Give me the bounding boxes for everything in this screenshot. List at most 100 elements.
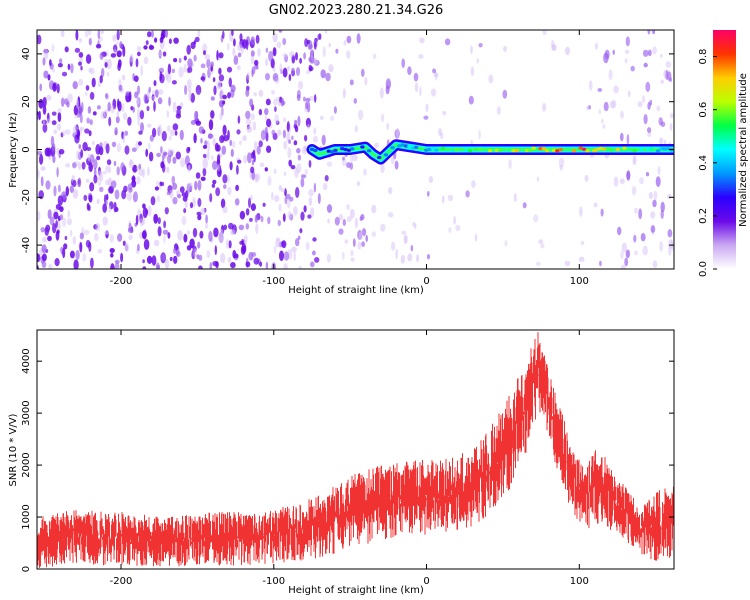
spectrogram-cell [78, 144, 82, 150]
spectrogram-cell [202, 158, 208, 169]
spectrogram-cell [132, 164, 138, 173]
ridge-peak [494, 148, 499, 152]
spectrogram-cell [416, 254, 420, 263]
spectrogram-cell [140, 65, 144, 77]
spectrogram-cell [223, 224, 227, 231]
spectrogram-cell [386, 123, 390, 130]
spectrogram-cell [613, 176, 619, 187]
spectrogram-cell [152, 95, 156, 101]
spectrogram-cell [152, 127, 157, 138]
spectrogram-cell [248, 197, 251, 208]
spectrogram-cell [274, 76, 280, 85]
spectrogram-cell [430, 88, 437, 97]
spectrogram-cell [122, 132, 126, 144]
spectrogram-cell [82, 252, 87, 262]
spectrogram-cell [282, 38, 287, 45]
spectrogram-cell [214, 245, 217, 256]
spectrogram-cell [342, 88, 346, 99]
spectrogram-cell [239, 140, 242, 146]
spectrogram-cell [652, 260, 658, 269]
spectrogram-cell [220, 198, 226, 209]
spectrogram-cell [46, 94, 52, 101]
spectrogram-cell [200, 137, 203, 144]
spectrogram-cell [59, 206, 64, 213]
spectrogram-cell [135, 98, 140, 105]
spectrogram-cell [78, 38, 83, 43]
spectrogram-cell [111, 141, 117, 148]
spectrogram-cell [112, 34, 118, 42]
spectrogram-cell [104, 62, 108, 68]
spectrogram-cell [51, 44, 55, 52]
spectrogram-cell [41, 260, 47, 269]
spectrogram-cell [260, 130, 266, 141]
spectrogram-cell [79, 232, 84, 240]
spectrogram-cell [619, 178, 625, 184]
spectrogram-cell [423, 115, 429, 120]
spectrogram-cell [390, 156, 395, 165]
spectrogram-cell [105, 165, 108, 172]
ridge-peak [645, 147, 651, 151]
ridge-peak [440, 146, 446, 151]
spectrogram-cell [284, 195, 288, 205]
spectrogram-cell [601, 119, 604, 124]
spectrogram-cell [83, 194, 88, 201]
spectrogram-cell [119, 41, 123, 49]
spectrogram-cell [83, 229, 90, 236]
spectrogram-cell [164, 30, 169, 38]
spectrogram-cell [73, 105, 79, 116]
spectrogram-cell [113, 44, 118, 53]
spectrogram-cell [278, 203, 282, 212]
spectrogram-cell [364, 77, 368, 86]
spectrogram-cell [49, 59, 52, 67]
spectrogram-cell [197, 241, 201, 249]
spectrogram-cell [407, 253, 413, 262]
spectrogram-cell [206, 250, 211, 259]
spectrogram-cell [349, 162, 354, 170]
spectrogram-cell [216, 144, 221, 152]
spectrogram-cell [146, 255, 153, 264]
spectrogram-cell [310, 49, 314, 60]
ridge-peak [464, 148, 469, 152]
spectrogram-cell [620, 264, 626, 269]
spectrogram-cell [297, 115, 301, 127]
spectrogram-cell [356, 181, 361, 187]
spectrogram-cell [56, 123, 62, 131]
spectrogram-cell [110, 263, 115, 269]
spectrogram-cell [308, 43, 313, 50]
spectrogram-cell [153, 80, 157, 87]
spectrogram-cell [154, 37, 158, 43]
spectrogram-cell [400, 254, 406, 264]
spectrogram-cell [47, 74, 51, 81]
spectrogram-cell [349, 153, 353, 164]
spectrogram-cell [282, 129, 286, 139]
spectrogram-cell [57, 62, 63, 68]
spectrogram-cell [513, 193, 517, 203]
spectrogram-cell [85, 178, 90, 183]
spectrogram-cell [598, 109, 602, 115]
spectrogram-cell [222, 94, 228, 100]
spectrogram-cell [414, 82, 419, 93]
spectrogram-cell [249, 217, 253, 222]
spectrogram-cell [92, 140, 95, 146]
spectrogram-cell [143, 93, 148, 104]
spectrogram-cell [250, 54, 254, 65]
spectrogram-cell [98, 146, 104, 156]
spectrogram-cell [172, 182, 178, 190]
spectrogram-cell [164, 207, 169, 215]
spectrogram-cell [645, 172, 650, 177]
spectrogram-cell [641, 95, 646, 103]
spectrogram-cell [104, 230, 109, 235]
spectrogram-cell [192, 199, 197, 208]
spectrogram-cell [204, 54, 211, 61]
spectrogram-cell [617, 226, 622, 236]
spectrogram-cell [72, 81, 78, 90]
spectrogram-cell [508, 159, 512, 170]
spectrogram-cell [61, 97, 65, 107]
ridge-peak [541, 147, 547, 151]
spectrogram-xlabel: Height of straight line (km) [288, 285, 424, 296]
spectrogram-cell [67, 93, 73, 103]
spectrogram-cell [281, 100, 286, 106]
spectrogram-cell [94, 233, 99, 242]
spectrogram-cell [290, 165, 296, 170]
spectrogram-cell [202, 167, 207, 177]
